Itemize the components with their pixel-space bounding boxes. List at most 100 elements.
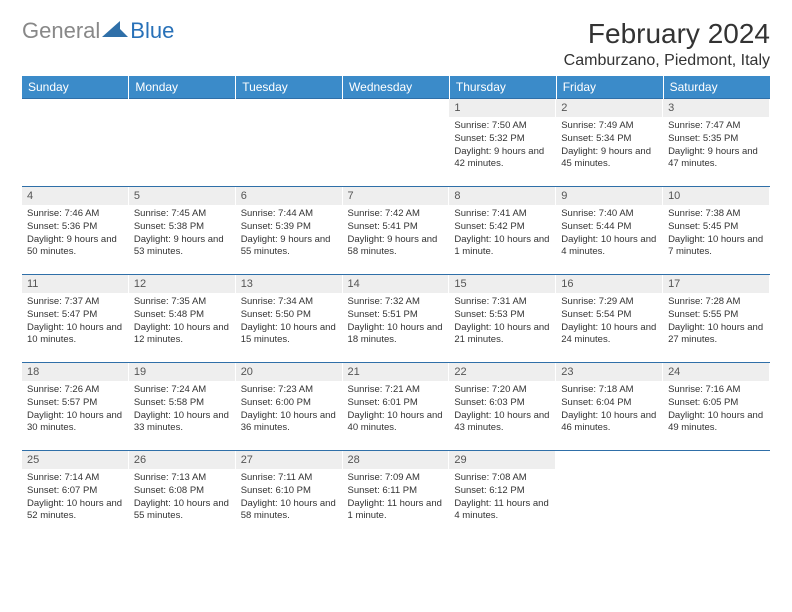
calendar-week-row: 4Sunrise: 7:46 AMSunset: 5:36 PMDaylight… [22,187,770,275]
calendar-weekday-header: SundayMondayTuesdayWednesdayThursdayFrid… [22,76,770,99]
day-details: Sunrise: 7:24 AMSunset: 5:58 PMDaylight:… [129,381,236,439]
calendar-day-cell: 8Sunrise: 7:41 AMSunset: 5:42 PMDaylight… [449,187,556,275]
weekday-header: Tuesday [236,76,343,99]
day-number [22,99,129,117]
day-number: 11 [22,275,129,293]
day-number: 8 [449,187,556,205]
day-details: Sunrise: 7:50 AMSunset: 5:32 PMDaylight:… [449,117,556,175]
day-number: 25 [22,451,129,469]
day-number: 10 [663,187,770,205]
calendar-week-row: 1Sunrise: 7:50 AMSunset: 5:32 PMDaylight… [22,99,770,187]
day-number: 15 [449,275,556,293]
day-number: 1 [449,99,556,117]
calendar-week-row: 18Sunrise: 7:26 AMSunset: 5:57 PMDayligh… [22,363,770,451]
brand-general: General [22,18,100,44]
calendar-day-cell: 28Sunrise: 7:09 AMSunset: 6:11 PMDayligh… [343,451,450,539]
day-details: Sunrise: 7:47 AMSunset: 5:35 PMDaylight:… [663,117,770,175]
day-details: Sunrise: 7:26 AMSunset: 5:57 PMDaylight:… [22,381,129,439]
day-details: Sunrise: 7:45 AMSunset: 5:38 PMDaylight:… [129,205,236,263]
calendar-day-cell: 7Sunrise: 7:42 AMSunset: 5:41 PMDaylight… [343,187,450,275]
day-number: 6 [236,187,343,205]
calendar-day-cell [236,99,343,187]
calendar-day-cell: 13Sunrise: 7:34 AMSunset: 5:50 PMDayligh… [236,275,343,363]
calendar-day-cell [22,99,129,187]
calendar-day-cell: 15Sunrise: 7:31 AMSunset: 5:53 PMDayligh… [449,275,556,363]
day-number: 5 [129,187,236,205]
day-number: 17 [663,275,770,293]
day-details: Sunrise: 7:16 AMSunset: 6:05 PMDaylight:… [663,381,770,439]
day-number: 3 [663,99,770,117]
calendar-day-cell: 5Sunrise: 7:45 AMSunset: 5:38 PMDaylight… [129,187,236,275]
day-details: Sunrise: 7:13 AMSunset: 6:08 PMDaylight:… [129,469,236,527]
weekday-header: Sunday [22,76,129,99]
calendar-day-cell [129,99,236,187]
day-number: 22 [449,363,556,381]
day-number: 27 [236,451,343,469]
day-number: 21 [343,363,450,381]
calendar-day-cell: 18Sunrise: 7:26 AMSunset: 5:57 PMDayligh… [22,363,129,451]
calendar-day-cell: 16Sunrise: 7:29 AMSunset: 5:54 PMDayligh… [556,275,663,363]
calendar-day-cell: 27Sunrise: 7:11 AMSunset: 6:10 PMDayligh… [236,451,343,539]
page-header: General Blue February 2024 Camburzano, P… [22,18,770,70]
day-details: Sunrise: 7:40 AMSunset: 5:44 PMDaylight:… [556,205,663,263]
calendar-week-row: 11Sunrise: 7:37 AMSunset: 5:47 PMDayligh… [22,275,770,363]
day-details: Sunrise: 7:18 AMSunset: 6:04 PMDaylight:… [556,381,663,439]
day-details: Sunrise: 7:41 AMSunset: 5:42 PMDaylight:… [449,205,556,263]
day-details: Sunrise: 7:32 AMSunset: 5:51 PMDaylight:… [343,293,450,351]
weekday-header: Friday [556,76,663,99]
calendar-day-cell: 10Sunrise: 7:38 AMSunset: 5:45 PMDayligh… [663,187,770,275]
day-number: 14 [343,275,450,293]
day-number: 28 [343,451,450,469]
day-details: Sunrise: 7:38 AMSunset: 5:45 PMDaylight:… [663,205,770,263]
day-details: Sunrise: 7:09 AMSunset: 6:11 PMDaylight:… [343,469,450,527]
day-number: 29 [449,451,556,469]
day-details: Sunrise: 7:42 AMSunset: 5:41 PMDaylight:… [343,205,450,263]
day-number: 13 [236,275,343,293]
day-number: 7 [343,187,450,205]
calendar-day-cell: 1Sunrise: 7:50 AMSunset: 5:32 PMDaylight… [449,99,556,187]
calendar-body: 1Sunrise: 7:50 AMSunset: 5:32 PMDaylight… [22,99,770,539]
calendar-day-cell: 26Sunrise: 7:13 AMSunset: 6:08 PMDayligh… [129,451,236,539]
day-number: 2 [556,99,663,117]
calendar-day-cell: 24Sunrise: 7:16 AMSunset: 6:05 PMDayligh… [663,363,770,451]
calendar-day-cell: 22Sunrise: 7:20 AMSunset: 6:03 PMDayligh… [449,363,556,451]
calendar-day-cell: 23Sunrise: 7:18 AMSunset: 6:04 PMDayligh… [556,363,663,451]
calendar-day-cell: 17Sunrise: 7:28 AMSunset: 5:55 PMDayligh… [663,275,770,363]
calendar-day-cell: 12Sunrise: 7:35 AMSunset: 5:48 PMDayligh… [129,275,236,363]
day-number: 12 [129,275,236,293]
calendar-day-cell [556,451,663,539]
day-number [343,99,450,117]
brand-logo: General Blue [22,18,174,44]
calendar-day-cell: 21Sunrise: 7:21 AMSunset: 6:01 PMDayligh… [343,363,450,451]
day-details: Sunrise: 7:49 AMSunset: 5:34 PMDaylight:… [556,117,663,175]
day-details: Sunrise: 7:46 AMSunset: 5:36 PMDaylight:… [22,205,129,263]
calendar-day-cell: 11Sunrise: 7:37 AMSunset: 5:47 PMDayligh… [22,275,129,363]
calendar-day-cell: 14Sunrise: 7:32 AMSunset: 5:51 PMDayligh… [343,275,450,363]
calendar-day-cell: 4Sunrise: 7:46 AMSunset: 5:36 PMDaylight… [22,187,129,275]
calendar-day-cell: 19Sunrise: 7:24 AMSunset: 5:58 PMDayligh… [129,363,236,451]
day-number: 26 [129,451,236,469]
day-number: 20 [236,363,343,381]
day-details: Sunrise: 7:31 AMSunset: 5:53 PMDaylight:… [449,293,556,351]
calendar-day-cell: 29Sunrise: 7:08 AMSunset: 6:12 PMDayligh… [449,451,556,539]
day-details: Sunrise: 7:23 AMSunset: 6:00 PMDaylight:… [236,381,343,439]
day-number: 16 [556,275,663,293]
calendar-day-cell: 2Sunrise: 7:49 AMSunset: 5:34 PMDaylight… [556,99,663,187]
brand-blue: Blue [130,18,174,44]
calendar-day-cell [343,99,450,187]
day-number: 23 [556,363,663,381]
day-number [129,99,236,117]
weekday-header: Wednesday [343,76,450,99]
weekday-header: Monday [129,76,236,99]
title-block: February 2024 Camburzano, Piedmont, Ital… [564,18,770,70]
day-number [556,451,663,469]
month-title: February 2024 [564,18,770,50]
day-details: Sunrise: 7:08 AMSunset: 6:12 PMDaylight:… [449,469,556,527]
calendar-day-cell [663,451,770,539]
weekday-header: Saturday [663,76,770,99]
day-number: 9 [556,187,663,205]
calendar-week-row: 25Sunrise: 7:14 AMSunset: 6:07 PMDayligh… [22,451,770,539]
day-number [663,451,770,469]
day-number: 24 [663,363,770,381]
day-details: Sunrise: 7:11 AMSunset: 6:10 PMDaylight:… [236,469,343,527]
